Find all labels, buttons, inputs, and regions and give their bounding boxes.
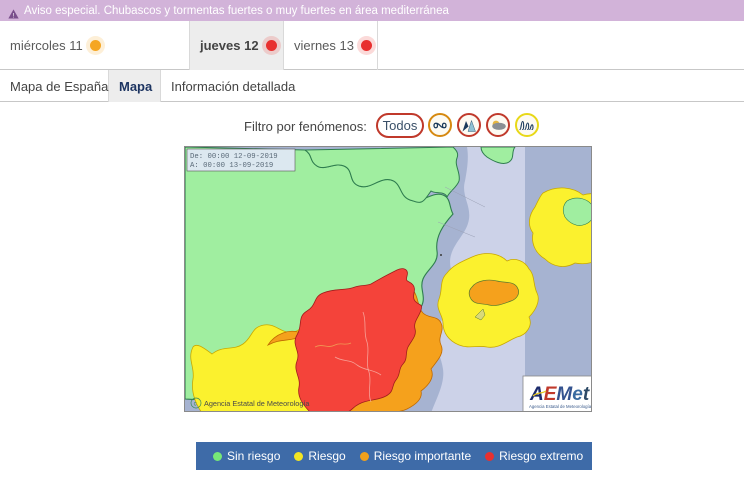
svg-text:Agencia Estatal de Meteorologí: Agencia Estatal de Meteorología (204, 399, 310, 408)
svg-text:Agencia Estatal de Meteorologí: Agencia Estatal de Meteorología (529, 404, 592, 409)
svg-text:!: ! (13, 12, 15, 19)
svg-text:AEMet: AEMet (529, 384, 590, 405)
svg-text:A: 00:00 13-09-2019: A: 00:00 13-09-2019 (190, 162, 273, 170)
svg-text:De: 00:00 12-09-2019: De: 00:00 12-09-2019 (190, 153, 278, 161)
svg-text:c: c (194, 402, 197, 408)
